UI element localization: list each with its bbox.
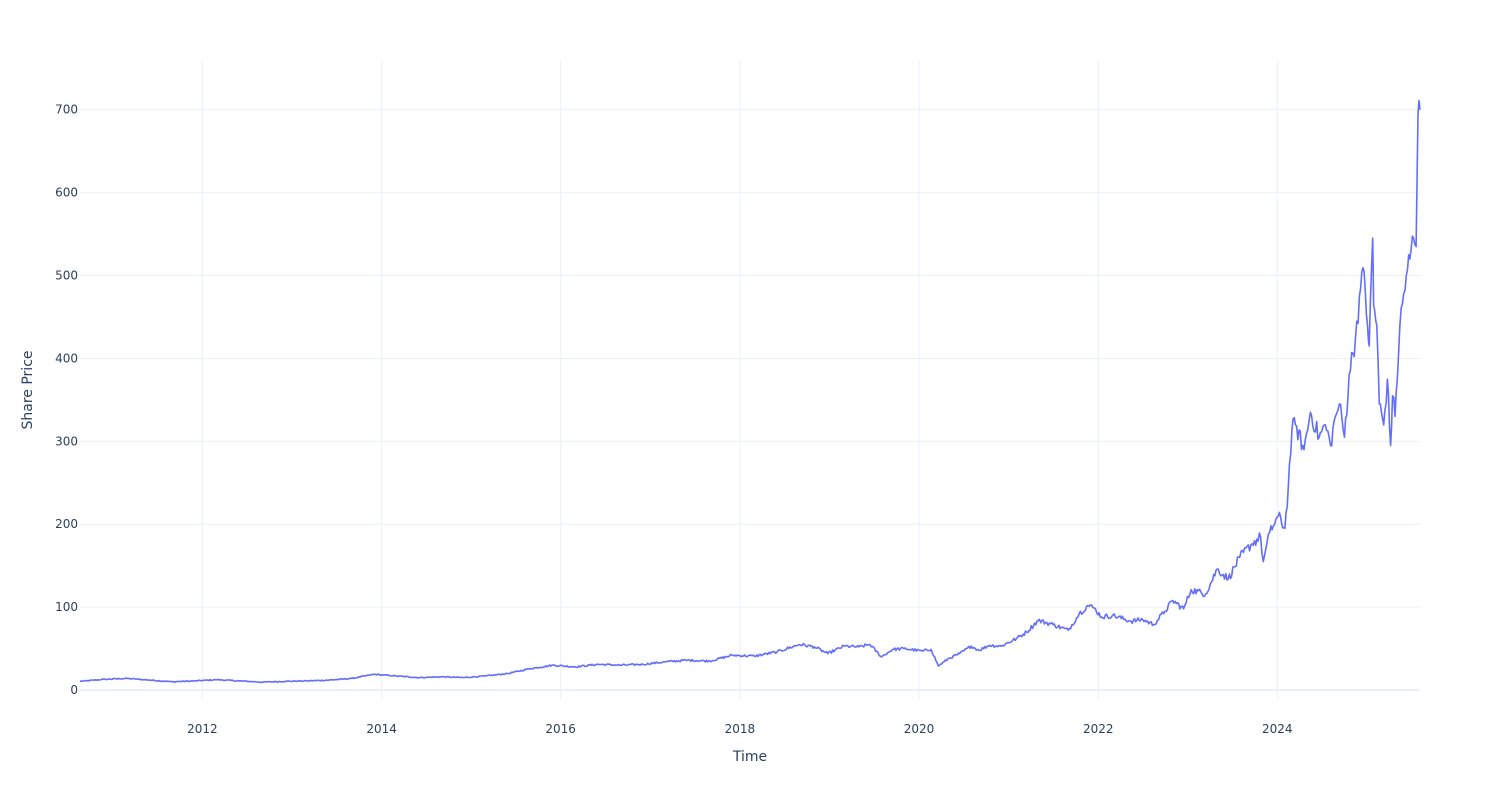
x-tick-label: 2024 [1262,722,1293,736]
y-tick-labels: 0 100 200 300 400 500 600 700 [55,103,78,697]
x-tick-label: 2020 [904,722,935,736]
y-tick-label: 200 [55,517,78,531]
share-price-line [79,99,1421,684]
y-axis-title: Share Price [20,350,36,429]
x-gridlines [201,60,1278,700]
y-tick-label: 700 [55,103,78,117]
plot-background [80,60,1420,700]
y-tick-label: 400 [55,351,78,365]
x-tick-labels: 2012 2014 2016 2018 2020 2022 2024 [187,722,1292,736]
y-gridlines [80,109,1420,692]
x-tick-label: 2016 [545,722,576,736]
x-axis-title: Time [732,749,767,765]
y-tick-label: 600 [55,186,78,200]
y-tick-label: 300 [55,434,78,448]
y-tick-label: 100 [55,600,78,614]
y-tick-label: 0 [70,683,78,697]
x-tick-label: 2018 [725,722,756,736]
y-tick-label: 500 [55,269,78,283]
x-tick-label: 2014 [366,722,397,736]
x-tick-label: 2022 [1083,722,1114,736]
x-tick-label: 2012 [187,722,218,736]
